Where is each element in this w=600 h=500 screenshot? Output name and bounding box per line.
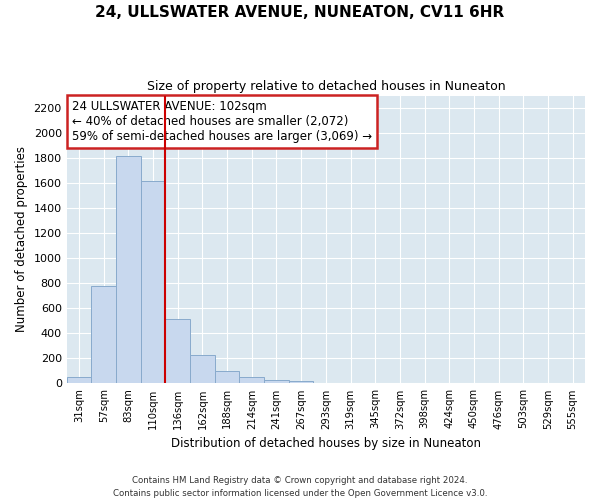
Text: Contains HM Land Registry data © Crown copyright and database right 2024.
Contai: Contains HM Land Registry data © Crown c… [113, 476, 487, 498]
Text: 24, ULLSWATER AVENUE, NUNEATON, CV11 6HR: 24, ULLSWATER AVENUE, NUNEATON, CV11 6HR [95, 5, 505, 20]
Y-axis label: Number of detached properties: Number of detached properties [15, 146, 28, 332]
Bar [91, 286, 116, 384]
Bar [215, 371, 239, 384]
Bar [190, 354, 215, 384]
X-axis label: Distribution of detached houses by size in Nuneaton: Distribution of detached houses by size … [171, 437, 481, 450]
Bar [239, 376, 264, 384]
Text: 24 ULLSWATER AVENUE: 102sqm
← 40% of detached houses are smaller (2,072)
59% of : 24 ULLSWATER AVENUE: 102sqm ← 40% of det… [72, 100, 372, 143]
Bar [67, 377, 91, 384]
Bar [166, 319, 190, 384]
Title: Size of property relative to detached houses in Nuneaton: Size of property relative to detached ho… [146, 80, 505, 93]
Bar [264, 380, 289, 384]
Bar [141, 180, 166, 384]
Bar [116, 156, 141, 384]
Bar [289, 381, 313, 384]
Bar [313, 383, 338, 384]
